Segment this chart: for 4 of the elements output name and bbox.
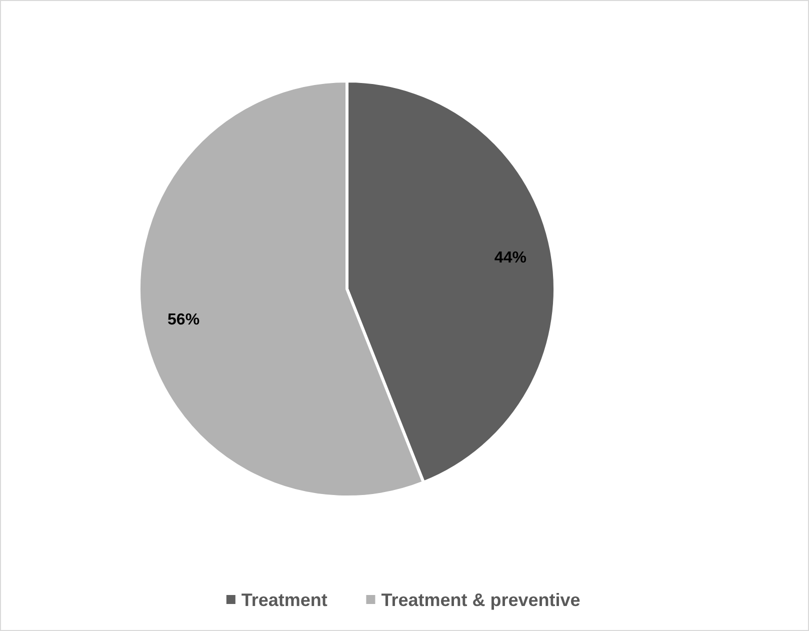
legend-label: Treatment & preventive [381, 590, 580, 610]
legend-label: Treatment [241, 590, 328, 610]
data-label: 44% [494, 249, 526, 266]
data-label: 56% [168, 312, 200, 329]
